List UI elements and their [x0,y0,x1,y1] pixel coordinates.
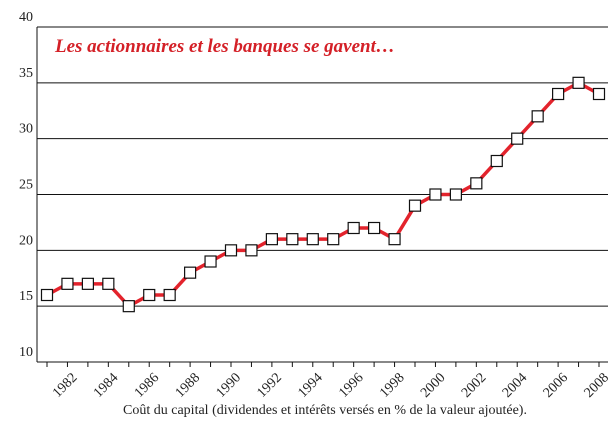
y-tick-label: 15 [19,289,33,304]
x-tick-label: 1994 [295,370,325,400]
data-point [224,244,238,257]
data-point [265,233,278,246]
x-tick-label: 2002 [459,370,489,400]
y-tick-label: 35 [19,66,33,81]
data-point [306,233,319,246]
x-tick-label: 2004 [500,370,530,400]
y-tick-label: 20 [19,233,33,248]
x-axis-label: Coût du capital (dividendes et intérêts … [123,403,527,418]
data-point [102,277,115,290]
chart-title: Les actionnaires et les banques se gaven… [54,36,395,57]
x-tick-label: 1982 [50,370,80,400]
x-tick-label: 1998 [377,370,407,400]
data-point [184,266,197,279]
y-tick-label: 25 [19,178,33,193]
data-point [204,255,217,268]
data-point [368,221,381,235]
y-tick-label: 30 [19,122,33,137]
data-point [245,244,258,257]
data-point [572,76,585,89]
data-point [327,233,340,246]
data-point [552,87,565,101]
y-tick-label: 40 [19,10,33,25]
x-tick-label: 1992 [255,370,285,400]
x-tick-label: 2000 [418,370,448,400]
x-tick-label: 1988 [173,370,203,400]
x-tick-label: 1990 [214,370,244,400]
data-point [449,188,462,201]
data-point [61,277,74,290]
data-line [46,80,600,309]
data-point [286,233,299,246]
data-point [511,132,524,145]
data-point [592,87,606,101]
x-tick-label: 2008 [582,370,610,400]
data-point [163,288,176,302]
x-tick-label: 1984 [91,370,121,400]
data-point [122,300,135,313]
y-tick-label: 10 [19,345,33,360]
data-point [143,288,156,302]
data-point [347,221,360,235]
x-tick-label: 1996 [336,370,366,400]
x-tick-label: 2006 [541,370,571,400]
data-point [81,277,94,290]
x-tick-label: 1986 [132,370,162,400]
data-point [429,188,442,201]
data-point [40,288,54,302]
data-point [531,110,544,123]
data-point [388,233,401,246]
data-point [408,199,422,212]
data-point [490,154,503,168]
data-point [470,177,483,190]
